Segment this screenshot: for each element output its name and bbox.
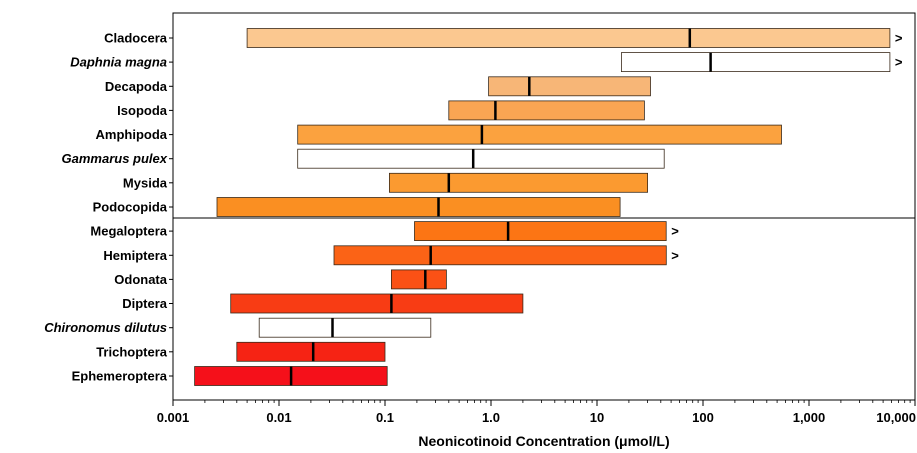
range-bar-gammarus-pulex [297, 148, 665, 169]
x-tick-label: 10 [590, 410, 604, 425]
x-tick-label: 0.001 [157, 410, 190, 425]
x-tick-label: 10,000 [876, 410, 916, 425]
category-label-decapoda: Decapoda [105, 79, 168, 94]
category-label-diptera: Diptera [122, 296, 168, 311]
range-bar-cladocera [246, 28, 891, 48]
category-label-gammarus-pulex: Gammarus pulex [62, 151, 168, 166]
category-label-ephemeroptera: Ephemeroptera [72, 369, 168, 384]
x-tick-label: 0.01 [266, 410, 291, 425]
range-bar-amphipoda [297, 124, 782, 145]
x-tick-label: 100 [692, 410, 714, 425]
range-bar-daphnia-magna [621, 52, 891, 72]
x-tick-label: 0.1 [376, 410, 394, 425]
category-label-cladocera: Cladocera [104, 31, 168, 46]
range-bar-decapoda [488, 76, 651, 97]
range-bar-chironomus-dilutus [258, 317, 432, 338]
category-labels: Cladocera Daphnia magna Decapoda Isopoda Amp… [44, 31, 173, 384]
category-label-trichoptera: Trichoptera [96, 344, 168, 359]
x-tick-label: 1.0 [482, 410, 500, 425]
category-label-megaloptera: Megaloptera [90, 224, 167, 239]
range-bar-megaloptera [414, 221, 667, 242]
x-axis-title: Neonicotinoid Concentration (μmol/L) [418, 433, 669, 449]
exceeds-marker-cladocera: > [895, 31, 903, 46]
exceeds-marker-daphnia-magna: > [895, 55, 903, 70]
category-label-mysida: Mysida [123, 175, 168, 190]
category-label-daphnia-magna: Daphnia magna [70, 55, 167, 70]
range-bar-mysida [388, 172, 649, 193]
x-axis: 0.001 0.01 0.1 1.0 10 100 1,000 10,000 [157, 400, 916, 425]
category-label-chironomus-dilutus: Chironomus dilutus [44, 320, 167, 335]
category-label-amphipoda: Amphipoda [96, 127, 168, 142]
range-bar-trichoptera [236, 341, 386, 362]
x-tick-label: 1,000 [793, 410, 826, 425]
exceeds-marker-hemiptera: > [671, 248, 679, 263]
bars-layer: > > > > [194, 28, 903, 386]
range-bar-odonata [390, 269, 447, 290]
category-label-podocopida: Podocopida [93, 200, 168, 215]
category-label-odonata: Odonata [114, 272, 167, 287]
range-bar-hemiptera [333, 245, 667, 266]
range-bar-diptera [230, 293, 524, 314]
category-label-hemiptera: Hemiptera [103, 248, 167, 263]
range-bar-podocopida [216, 197, 621, 217]
category-label-isopoda: Isopoda [117, 103, 168, 118]
range-bar-isopoda [448, 100, 645, 121]
exceeds-marker-megaloptera: > [671, 224, 679, 239]
